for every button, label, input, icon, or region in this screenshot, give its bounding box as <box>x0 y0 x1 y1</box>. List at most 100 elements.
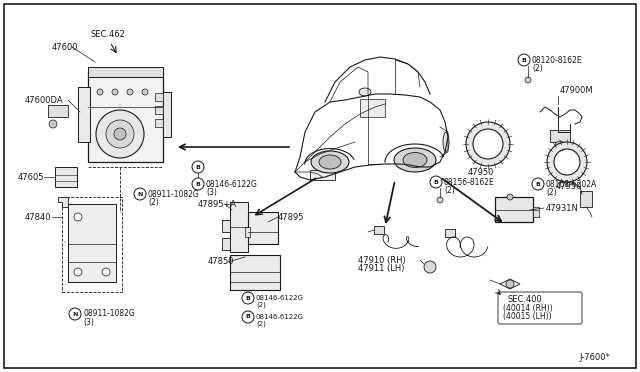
Bar <box>78 87 90 142</box>
Text: 47850: 47850 <box>208 257 234 266</box>
Bar <box>155 93 163 101</box>
Text: 08146-6122G: 08146-6122G <box>206 180 258 189</box>
Bar <box>310 170 335 180</box>
Bar <box>163 92 171 137</box>
Text: 47950: 47950 <box>556 182 582 190</box>
Circle shape <box>555 141 565 151</box>
Circle shape <box>518 54 530 66</box>
Circle shape <box>74 213 82 221</box>
Bar <box>374 226 384 234</box>
Circle shape <box>112 89 118 95</box>
Text: 47910 (RH): 47910 (RH) <box>358 256 406 264</box>
Text: SEC.400: SEC.400 <box>508 295 543 305</box>
Circle shape <box>102 268 110 276</box>
Bar <box>245 227 250 237</box>
Text: 47950: 47950 <box>468 167 494 176</box>
Circle shape <box>142 89 148 95</box>
Polygon shape <box>500 279 520 289</box>
Text: B: B <box>196 164 200 170</box>
Bar <box>55 167 77 187</box>
Bar <box>248 212 278 244</box>
Circle shape <box>507 194 513 200</box>
Text: 08156-8162E: 08156-8162E <box>444 177 495 186</box>
Bar <box>580 191 592 207</box>
Circle shape <box>74 268 82 276</box>
Circle shape <box>525 77 531 83</box>
Bar <box>155 106 163 114</box>
Bar <box>550 130 570 142</box>
Ellipse shape <box>319 155 341 169</box>
Text: 47840: 47840 <box>25 212 51 221</box>
Bar <box>88 67 163 77</box>
Bar <box>88 72 163 162</box>
Text: 08120-8162E: 08120-8162E <box>532 55 582 64</box>
Text: (40015 (LH)): (40015 (LH)) <box>503 312 552 321</box>
Bar <box>62 197 122 292</box>
Circle shape <box>114 128 126 140</box>
Polygon shape <box>58 197 68 207</box>
Text: (40014 (RH)): (40014 (RH)) <box>503 305 553 314</box>
Bar <box>155 119 163 127</box>
Text: 08146-6122G: 08146-6122G <box>256 295 304 301</box>
Circle shape <box>430 176 442 188</box>
Text: 08911-1082G: 08911-1082G <box>148 189 200 199</box>
Bar <box>533 207 539 217</box>
Circle shape <box>127 89 133 95</box>
Text: B: B <box>433 180 438 185</box>
Circle shape <box>532 178 544 190</box>
Ellipse shape <box>359 88 371 96</box>
Text: 47600: 47600 <box>52 42 79 51</box>
Text: B: B <box>536 182 540 186</box>
Circle shape <box>242 311 254 323</box>
Circle shape <box>69 308 81 320</box>
Text: 47895+A: 47895+A <box>198 199 237 208</box>
Bar <box>68 204 116 282</box>
Circle shape <box>49 120 57 128</box>
Text: (3): (3) <box>83 317 94 327</box>
Text: SEC.462: SEC.462 <box>90 29 125 38</box>
Text: 47600DA: 47600DA <box>25 96 63 105</box>
Circle shape <box>192 178 204 190</box>
Circle shape <box>106 120 134 148</box>
Circle shape <box>437 197 443 203</box>
Text: N: N <box>138 192 143 196</box>
Bar <box>495 197 533 222</box>
Circle shape <box>134 188 146 200</box>
Text: N: N <box>72 311 77 317</box>
Circle shape <box>97 89 103 95</box>
Text: (3): (3) <box>206 187 217 196</box>
Text: 47895: 47895 <box>278 212 305 221</box>
Text: (2): (2) <box>256 302 266 308</box>
Text: 08168-6202A: 08168-6202A <box>546 180 597 189</box>
Text: 47911 (LH): 47911 (LH) <box>358 264 404 273</box>
Text: (2): (2) <box>444 186 455 195</box>
Text: (2): (2) <box>256 321 266 327</box>
Text: B: B <box>246 314 250 320</box>
Text: (2): (2) <box>546 187 557 196</box>
Text: (2): (2) <box>148 198 159 206</box>
Bar <box>222 238 230 250</box>
Text: 08911-1082G: 08911-1082G <box>83 310 135 318</box>
Ellipse shape <box>403 153 427 167</box>
Text: B: B <box>196 182 200 186</box>
Bar <box>230 202 248 252</box>
Bar <box>222 220 230 232</box>
Ellipse shape <box>311 151 349 173</box>
Circle shape <box>424 261 436 273</box>
Text: 08146-6122G: 08146-6122G <box>256 314 304 320</box>
Bar <box>445 229 455 237</box>
Text: B: B <box>246 295 250 301</box>
Ellipse shape <box>443 132 449 152</box>
Text: 47931N: 47931N <box>546 203 579 212</box>
Bar <box>360 99 385 117</box>
Circle shape <box>96 110 144 158</box>
Text: 47900M: 47900M <box>560 86 594 94</box>
Circle shape <box>192 161 204 173</box>
Text: B: B <box>522 58 527 62</box>
Circle shape <box>506 280 514 288</box>
Ellipse shape <box>394 148 436 172</box>
Text: (2): (2) <box>532 64 543 73</box>
Text: 47605: 47605 <box>18 173 45 182</box>
Bar <box>48 105 68 117</box>
Circle shape <box>242 292 254 304</box>
